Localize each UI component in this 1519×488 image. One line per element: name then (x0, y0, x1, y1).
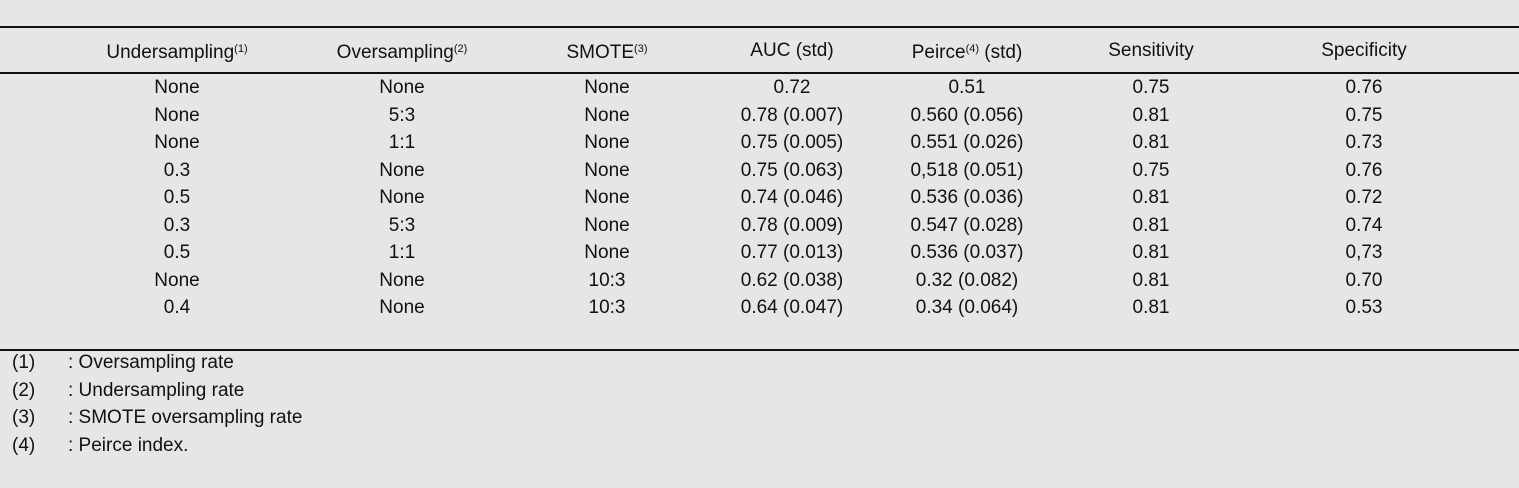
footnote-mark: (1) (12, 352, 36, 373)
table-cell: 0.78 (0.007) (740, 104, 844, 126)
table-cell: 5:3 (388, 104, 416, 126)
table-cell: None (584, 132, 630, 153)
table-cell: 5:3 (388, 214, 416, 236)
table-cell: None (584, 242, 630, 263)
footnote-text: : Peirce index. (68, 435, 189, 457)
table-cell: 0.4 (163, 297, 191, 318)
footnote-mark: (2) (12, 379, 36, 401)
footnote-mark: (4) (12, 435, 36, 457)
header-cell: Peirce(4) (std) (912, 38, 1023, 64)
header-text: Oversampling (336, 42, 454, 63)
header-footnote-mark: (4) (965, 43, 980, 55)
table-cell: 1:1 (388, 242, 416, 263)
table-cell: 0.560 (0.056) (910, 104, 1024, 126)
table-cell: 0.3 (163, 214, 191, 236)
header-text: SMOTE (566, 42, 635, 63)
top-rule (0, 26, 1519, 28)
table-cell: 0.536 (0.036) (910, 187, 1024, 208)
table-cell: 0.77 (0.013) (740, 242, 844, 263)
table-cell: 0,518 (0.051) (910, 159, 1024, 181)
table-cell: 0.72 (773, 77, 811, 98)
table-cell: 0.76 (1345, 159, 1383, 181)
table-cell: 0.75 (0.005) (740, 132, 844, 153)
table-cell: None (379, 187, 425, 208)
table-cell: 0.536 (0.037) (910, 242, 1024, 263)
table-cell: 0.74 (1345, 214, 1383, 236)
header-text: Sensitivity (1108, 40, 1194, 61)
table-cell: None (379, 297, 425, 318)
table-cell: None (584, 77, 630, 98)
footnote-text: : Oversampling rate (68, 352, 234, 373)
header-cell: AUC (std) (750, 40, 833, 62)
table-cell: 0.51 (948, 77, 986, 98)
header-rule (0, 72, 1519, 74)
footnote-mark: (3) (12, 407, 36, 429)
table-cell: None (584, 187, 630, 208)
header-cell: Specificity (1321, 40, 1407, 62)
table-cell: 0.76 (1345, 77, 1383, 98)
header-text: Peirce (911, 42, 966, 63)
header-footnote-mark: (2) (453, 43, 468, 55)
table-cell: 0.81 (1132, 269, 1170, 291)
table-cell: 0,73 (1345, 242, 1383, 263)
table-cell: 0.73 (1345, 132, 1383, 153)
table-cell: None (379, 77, 425, 98)
table-cell: 0.75 (1132, 77, 1170, 98)
table-cell: 0.34 (0.064) (915, 297, 1019, 318)
table-cell: 0.3 (163, 159, 191, 181)
table-cell: 10:3 (588, 297, 626, 318)
table-cell: 0.81 (1132, 132, 1170, 153)
table-cell: 0.81 (1132, 104, 1170, 126)
table-cell: None (584, 104, 630, 126)
table-cell: 0.32 (0.082) (915, 269, 1019, 291)
table-cell: 0.81 (1132, 187, 1170, 208)
table-cell: 0.74 (0.046) (740, 187, 844, 208)
table-cell: 0.62 (0.038) (740, 269, 844, 291)
table-cell: 1:1 (388, 132, 416, 153)
table-cell: 10:3 (588, 269, 626, 291)
table-cell: 0.75 (1132, 159, 1170, 181)
header-cell: SMOTE(3) (566, 38, 647, 64)
header-cell: Oversampling(2) (337, 38, 468, 64)
table-cell: None (154, 132, 200, 153)
table-cell: 0.53 (1345, 297, 1383, 318)
table-cell: 0.5 (163, 242, 191, 263)
header-footnote-mark: (1) (234, 43, 248, 55)
header-text: (std) (979, 42, 1023, 63)
table-cell: None (584, 214, 630, 236)
table-cell: None (154, 77, 200, 98)
header-cell: Undersampling(1) (106, 38, 247, 64)
table-cell: 0.75 (1345, 104, 1383, 126)
footnote-text: : SMOTE oversampling rate (68, 407, 303, 429)
footnote-text: : Undersampling rate (68, 379, 245, 401)
table-cell: 0.72 (1345, 187, 1383, 208)
table-cell: 0.78 (0.009) (740, 214, 844, 236)
table-cell: 0.551 (0.026) (910, 132, 1024, 153)
header-text: Undersampling (106, 42, 235, 63)
table-cell: 0.75 (0.063) (740, 159, 844, 181)
table-cell: 0.81 (1132, 297, 1170, 318)
header-text: Specificity (1321, 40, 1407, 61)
header-footnote-mark: (3) (634, 43, 648, 55)
table-cell: 0.5 (163, 187, 191, 208)
table-cell: None (154, 269, 200, 291)
table-cell: 0.64 (0.047) (740, 297, 844, 318)
bottom-rule (0, 349, 1519, 351)
header-text: AUC (std) (750, 40, 834, 61)
table-cell: None (154, 104, 200, 126)
table-cell: 0.70 (1345, 269, 1383, 291)
table-cell: 0.81 (1132, 214, 1170, 236)
table-cell: None (379, 269, 425, 291)
table-cell: None (379, 159, 425, 181)
table-cell: None (584, 159, 630, 181)
header-cell: Sensitivity (1108, 40, 1194, 62)
table-cell: 0.547 (0.028) (910, 214, 1024, 236)
table-cell: 0.81 (1132, 242, 1170, 263)
